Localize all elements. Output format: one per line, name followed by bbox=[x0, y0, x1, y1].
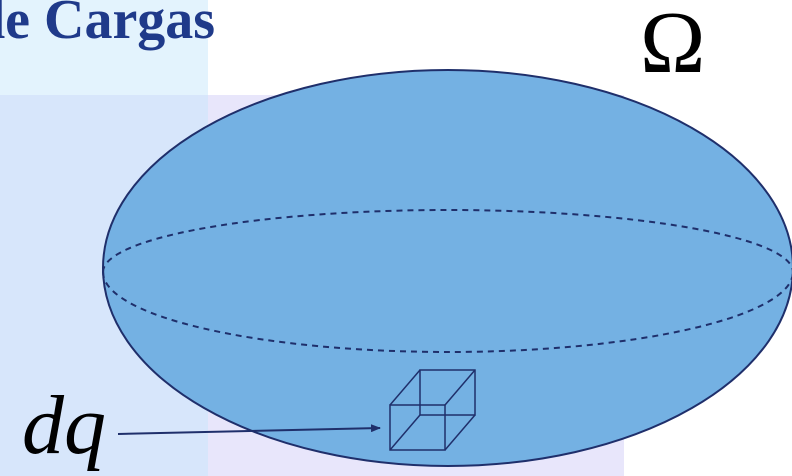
charge-element-label: dq bbox=[22, 378, 106, 474]
charge-region-ellipsoid bbox=[103, 70, 792, 466]
region-label-omega: Ω bbox=[640, 0, 705, 94]
